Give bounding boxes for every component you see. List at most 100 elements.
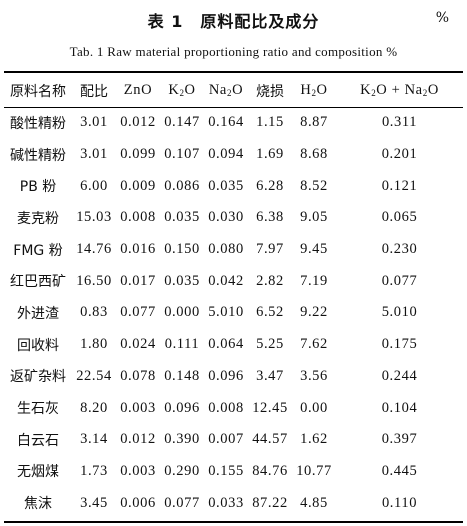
cell-k2o-plus-na2o: 0.110 — [381, 494, 418, 511]
cell-h2o: 0.00 — [300, 399, 328, 416]
cell-zno: 0.017 — [120, 272, 156, 289]
cell-material-name: 生石灰 — [17, 401, 59, 418]
cell-material-name: 外进渣 — [17, 305, 59, 322]
cell-loss: 87.22 — [252, 494, 288, 511]
cell-k2o: 0.390 — [164, 431, 200, 448]
cell-zno: 0.012 — [120, 431, 156, 448]
cell-na2o: 0.096 — [208, 367, 244, 384]
cell-loss: 6.52 — [256, 304, 284, 321]
cell-zno: 0.016 — [120, 241, 156, 258]
table-body: 酸性精粉 3.01 0.012 0.147 0.164 1.15 8.87 0.311 碱性精粉… — [4, 107, 463, 519]
cell-k2o: 0.086 — [164, 177, 200, 194]
cell-k2o-plus-na2o: 0.175 — [381, 336, 418, 353]
table-title-chinese: 表 1 原料配比及成分 — [147, 12, 320, 31]
cell-h2o: 9.22 — [300, 304, 328, 321]
cell-material-name: 白云石 — [17, 432, 59, 449]
cell-k2o: 0.107 — [164, 146, 200, 163]
header-k2o-plus-na2o: K2O + Na2O — [360, 82, 439, 98]
cell-ratio: 0.83 — [80, 304, 108, 321]
header-ratio: 配比 — [80, 83, 108, 100]
cell-ratio: 6.00 — [80, 177, 108, 194]
cell-na2o: 0.042 — [208, 272, 244, 289]
cell-loss: 7.97 — [256, 241, 284, 258]
table-row: 外进渣 0.83 0.077 0.000 5.010 6.52 9.22 5.010 — [4, 297, 463, 329]
cell-ratio: 1.73 — [80, 462, 108, 479]
cell-loss: 44.57 — [252, 431, 288, 448]
table-row: 无烟煤 1.73 0.003 0.290 0.155 84.76 10.77 0.445 — [4, 456, 463, 488]
cell-k2o-plus-na2o: 0.077 — [381, 272, 418, 289]
table-header-row: 原料名称 配比 ZnO K2O Na2O 烧损 H2O K2O + Na2O — [4, 74, 463, 107]
cell-k2o: 0.148 — [164, 367, 200, 384]
cell-zno: 0.099 — [120, 146, 156, 163]
cell-h2o: 7.19 — [300, 272, 328, 289]
cell-material-name: 麦克粉 — [17, 210, 59, 227]
cell-k2o-plus-na2o: 0.230 — [381, 241, 418, 258]
cell-zno: 0.078 — [120, 367, 156, 384]
cell-loss: 12.45 — [252, 399, 288, 416]
cell-material-name: 酸性精粉 — [10, 115, 66, 132]
cell-ratio: 8.20 — [80, 399, 108, 416]
cell-k2o-plus-na2o: 0.104 — [381, 399, 418, 416]
cell-h2o: 9.05 — [300, 209, 328, 226]
table-row: 麦克粉 15.03 0.008 0.035 0.030 6.38 9.05 0.065 — [4, 202, 463, 234]
table-title-english: Tab. 1 Raw material proportioning ratio … — [69, 44, 398, 59]
cell-ratio: 3.45 — [80, 494, 108, 511]
cell-na2o: 0.155 — [208, 462, 244, 479]
table-row: PB 粉 6.00 0.009 0.086 0.035 6.28 8.52 0.121 — [4, 170, 463, 202]
table-top-rule — [4, 71, 463, 73]
cell-h2o: 8.68 — [300, 146, 328, 163]
cell-k2o-plus-na2o: 0.244 — [381, 367, 418, 384]
cell-loss: 1.15 — [256, 114, 284, 131]
table-row: 生石灰 8.20 0.003 0.096 0.008 12.45 0.00 0.104 — [4, 392, 463, 424]
composition-table: 原料名称 配比 ZnO K2O Na2O 烧损 H2O K2O + Na2O 酸… — [4, 74, 463, 519]
cell-na2o: 0.035 — [208, 177, 244, 194]
cell-ratio: 3.01 — [80, 146, 108, 163]
cell-material-name: 返矿杂料 — [10, 369, 66, 386]
cell-loss: 84.76 — [252, 462, 288, 479]
cell-k2o: 0.035 — [164, 272, 200, 289]
table-header-rule — [4, 107, 463, 108]
cell-zno: 0.009 — [120, 177, 156, 194]
cell-loss: 2.82 — [256, 272, 284, 289]
cell-na2o: 0.033 — [208, 494, 244, 511]
cell-h2o: 4.85 — [300, 494, 328, 511]
cell-material-name: PB 粉 — [19, 179, 57, 196]
table-title-unit: % — [435, 10, 449, 26]
cell-na2o: 0.094 — [208, 146, 244, 163]
cell-h2o: 9.45 — [300, 241, 328, 258]
cell-k2o: 0.077 — [164, 494, 200, 511]
cell-h2o: 3.56 — [300, 367, 328, 384]
table-row: 碱性精粉 3.01 0.099 0.107 0.094 1.69 8.68 0.201 — [4, 139, 463, 171]
cell-k2o-plus-na2o: 0.121 — [381, 177, 418, 194]
cell-zno: 0.003 — [120, 399, 156, 416]
cell-loss: 5.25 — [256, 336, 284, 353]
cell-material-name: 红巴西矿 — [10, 274, 66, 291]
header-h2o: H2O — [300, 82, 328, 98]
cell-material-name: 无烟煤 — [17, 464, 59, 481]
header-zno: ZnO — [123, 82, 153, 98]
cell-na2o: 0.164 — [208, 114, 244, 131]
cell-na2o: 0.008 — [208, 399, 244, 416]
cell-loss: 3.47 — [256, 367, 284, 384]
cell-h2o: 10.77 — [296, 462, 332, 479]
cell-zno: 0.006 — [120, 494, 156, 511]
cell-loss: 6.38 — [256, 209, 284, 226]
cell-zno: 0.024 — [120, 336, 156, 353]
cell-na2o: 0.064 — [208, 336, 244, 353]
cell-h2o: 8.52 — [300, 177, 328, 194]
cell-material-name: FMG 粉 — [13, 242, 63, 259]
cell-k2o-plus-na2o: 0.445 — [381, 462, 418, 479]
table-row: 焦沫 3.45 0.006 0.077 0.033 87.22 4.85 0.110 — [4, 487, 463, 519]
cell-k2o-plus-na2o: 0.065 — [381, 209, 418, 226]
cell-na2o: 0.007 — [208, 431, 244, 448]
table-row: 返矿杂料 22.54 0.078 0.148 0.096 3.47 3.56 0.244 — [4, 361, 463, 393]
cell-k2o: 0.000 — [164, 304, 200, 321]
cell-k2o-plus-na2o: 0.201 — [381, 146, 418, 163]
header-material-name: 原料名称 — [10, 83, 66, 100]
header-na2o: Na2O — [208, 82, 244, 98]
cell-h2o: 7.62 — [300, 336, 328, 353]
cell-k2o: 0.290 — [164, 462, 200, 479]
cell-zno: 0.003 — [120, 462, 156, 479]
table-row: 白云石 3.14 0.012 0.390 0.007 44.57 1.62 0.397 — [4, 424, 463, 456]
